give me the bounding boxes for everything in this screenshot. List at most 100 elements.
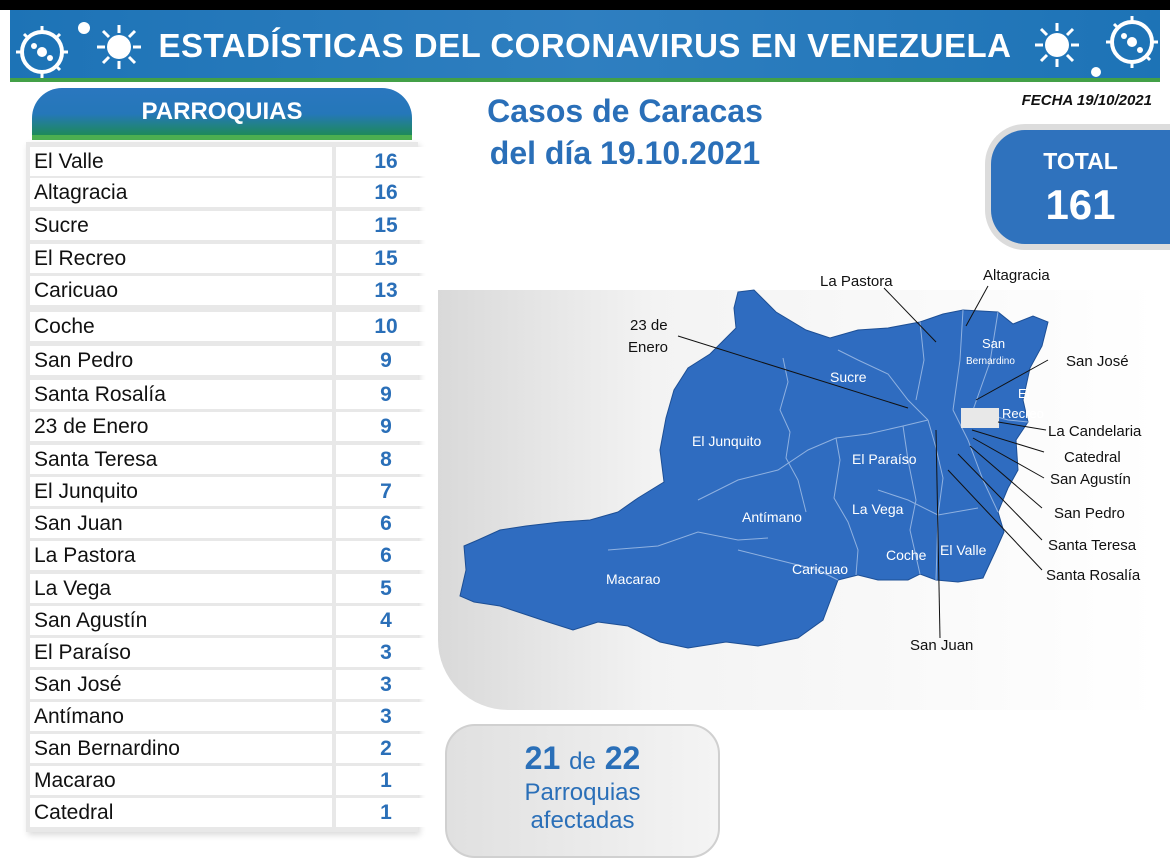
table-row: La Vega 5 xyxy=(26,574,436,604)
table-row: Caricuao 13 xyxy=(26,276,436,306)
date-label: FECHA 19/10/2021 xyxy=(1021,92,1152,109)
parroquia-name: La Pastora xyxy=(30,541,332,570)
table-row: San Bernardino 2 xyxy=(26,734,436,764)
parroquias-header: PARROQUIAS xyxy=(32,88,412,140)
parroquia-name: El Paraíso xyxy=(30,638,332,667)
label-macarao: Macarao xyxy=(606,571,661,587)
label-23-de-enero-2: Enero xyxy=(628,339,668,356)
top-border xyxy=(0,0,1170,10)
map-shape xyxy=(459,289,1049,649)
parroquia-cases: 8 xyxy=(336,445,436,474)
header-banner: ESTADÍSTICAS DEL CORONAVIRUS EN VENEZUEL… xyxy=(10,10,1160,82)
parroquia-name: El Recreo xyxy=(30,244,332,273)
label-san-jose: San José xyxy=(1066,353,1129,370)
parroquia-name: El Junquito xyxy=(30,477,332,506)
parroquia-cases: 1 xyxy=(336,798,436,827)
virus-icon xyxy=(97,25,141,69)
parroquia-name: San José xyxy=(30,670,332,699)
parroquia-cases: 4 xyxy=(336,606,436,635)
label-sucre: Sucre xyxy=(830,369,867,385)
total-label: TOTAL xyxy=(1043,148,1118,174)
parroquia-name: 23 de Enero xyxy=(30,412,332,441)
affected-line3: afectadas xyxy=(530,807,635,834)
parroquia-cases: 9 xyxy=(336,380,436,409)
parroquia-name: Caricuao xyxy=(30,276,332,305)
parroquia-name: Santa Teresa xyxy=(30,445,332,474)
header-title: ESTADÍSTICAS DEL CORONAVIRUS EN VENEZUEL… xyxy=(158,27,1012,64)
label-altagracia: Altagracia xyxy=(983,267,1050,284)
label-antimano: Antímano xyxy=(742,509,802,525)
label-catedral: Catedral xyxy=(1064,449,1121,466)
table-row: Catedral 1 xyxy=(26,798,436,828)
parroquia-cases: 9 xyxy=(336,346,436,375)
parroquia-cases: 16 xyxy=(336,147,436,176)
table-row: Sucre 15 xyxy=(26,211,436,241)
parroquia-name: San Agustín xyxy=(30,606,332,635)
table-row: 23 de Enero 9 xyxy=(26,412,436,442)
parroquia-name: Catedral xyxy=(30,798,332,827)
affected-number: 21 xyxy=(524,740,561,776)
parroquia-cases: 3 xyxy=(336,638,436,667)
parroquia-cases: 6 xyxy=(336,509,436,538)
parroquia-cases: 1 xyxy=(336,766,436,795)
affected-of: de xyxy=(569,748,596,775)
virus-icon xyxy=(1091,16,1158,77)
label-san-agustin: San Agustín xyxy=(1050,471,1131,488)
page-title: Casos de Caracas del día 19.10.2021 xyxy=(460,90,790,174)
table-row: El Junquito 7 xyxy=(26,477,436,507)
label-el-recreo-2: Recreo xyxy=(1002,406,1044,421)
parroquia-name: San Bernardino xyxy=(30,734,332,763)
parroquia-name: Coche xyxy=(30,312,332,341)
table-row: Santa Teresa 8 xyxy=(26,445,436,475)
parroquia-name: Antímano xyxy=(30,702,332,731)
table-row: Antímano 3 xyxy=(26,702,436,732)
label-la-candelaria: La Candelaria xyxy=(1048,423,1142,440)
label-la-vega: La Vega xyxy=(852,501,904,517)
parroquias-table: El Valle 16 Altagracia 16 Sucre 15 El Recreo 15… xyxy=(26,142,436,832)
parroquia-name: El Valle xyxy=(30,147,332,176)
table-row: San Agustín 4 xyxy=(26,606,436,636)
title-line-2: del día 19.10.2021 xyxy=(489,135,761,171)
total-value: 161 xyxy=(1045,181,1116,228)
table-row: El Paraíso 3 xyxy=(26,638,436,668)
parroquia-cases: 13 xyxy=(336,276,436,305)
table-row: Macarao 1 xyxy=(26,766,436,796)
label-san-pedro: San Pedro xyxy=(1054,505,1125,522)
label-el-valle: El Valle xyxy=(940,542,987,558)
parroquia-name: La Vega xyxy=(30,574,332,603)
parroquia-cases: 2 xyxy=(336,734,436,763)
virus-icon xyxy=(16,22,90,78)
table-row: San Juan 6 xyxy=(26,509,436,539)
affected-parishes-badge: 21 de 22 Parroquias afectadas xyxy=(445,724,720,858)
table-row: San José 3 xyxy=(26,670,436,700)
parroquia-name: Sucre xyxy=(30,211,332,240)
table-row: La Pastora 6 xyxy=(26,541,436,571)
parroquia-cases: 5 xyxy=(336,574,436,603)
label-san-bernardino-2: Bernardino xyxy=(966,356,1015,367)
label-caricuao: Caricuao xyxy=(792,561,848,577)
table-row: San Pedro 9 xyxy=(26,346,436,376)
parroquia-cases: 6 xyxy=(336,541,436,570)
table-row: Coche 10 xyxy=(26,312,436,342)
label-san-juan: San Juan xyxy=(910,637,973,654)
table-row: Santa Rosalía 9 xyxy=(26,380,436,410)
parroquia-cases: 7 xyxy=(336,477,436,506)
title-line-1: Casos de Caracas xyxy=(487,93,763,129)
parroquia-cases: 3 xyxy=(336,702,436,731)
label-san-bernardino-1: San xyxy=(982,336,1005,351)
label-el-recreo-1: El xyxy=(1018,386,1030,401)
affected-total: 22 xyxy=(604,740,641,776)
parroquia-cases: 3 xyxy=(336,670,436,699)
affected-count: 21 de 22 xyxy=(447,740,718,777)
label-23-de-enero-1: 23 de xyxy=(630,317,668,334)
label-el-paraiso: El Paraíso xyxy=(852,451,917,467)
map-center-marker xyxy=(961,408,999,428)
label-el-junquito: El Junquito xyxy=(692,433,761,449)
affected-line2: Parroquias xyxy=(524,779,641,806)
label-santa-rosalia: Santa Rosalía xyxy=(1046,567,1141,584)
parroquia-cases: 15 xyxy=(336,211,436,240)
total-badge: TOTAL 161 xyxy=(985,124,1170,250)
virus-icon xyxy=(1035,23,1079,67)
parroquia-name: San Juan xyxy=(30,509,332,538)
table-row: El Valle 16 xyxy=(26,147,436,177)
